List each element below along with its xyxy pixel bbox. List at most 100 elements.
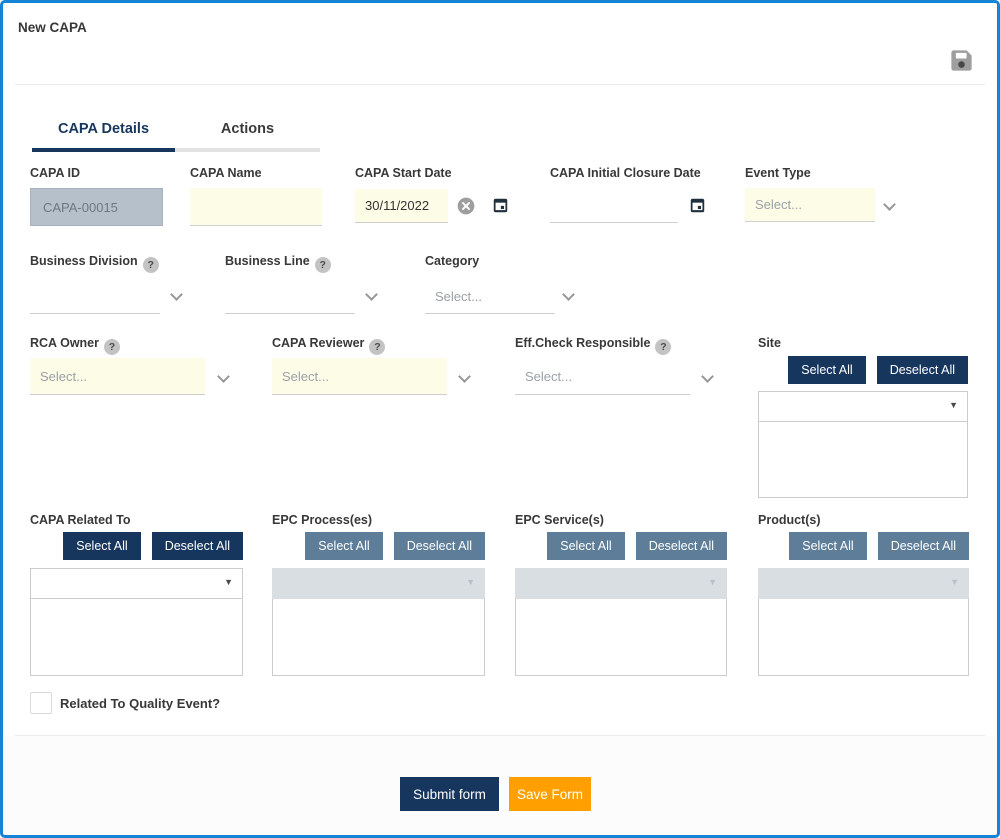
- products-deselect-all-button[interactable]: Deselect All: [877, 532, 969, 560]
- epc-processes-select-all-button[interactable]: Select All: [305, 532, 383, 560]
- products-dropdown: ▼: [758, 568, 969, 599]
- epc-services-deselect-all-button[interactable]: Deselect All: [635, 532, 727, 560]
- capa-id-label: CAPA ID: [30, 166, 80, 180]
- capa-reviewer-label-text: CAPA Reviewer: [272, 336, 365, 350]
- footer-divider: [15, 735, 985, 736]
- clear-icon: [456, 197, 476, 219]
- site-list[interactable]: [758, 422, 968, 498]
- dropdown-arrow-icon: ▼: [466, 577, 475, 587]
- event-type-placeholder: Select...: [755, 197, 802, 212]
- products-list[interactable]: [758, 599, 969, 676]
- epc-processes-deselect-all-button[interactable]: Deselect All: [393, 532, 485, 560]
- capa-reviewer-select[interactable]: Select...: [272, 358, 447, 395]
- tab-actions[interactable]: Actions: [220, 121, 275, 137]
- header-divider: [15, 84, 985, 85]
- save-form-button[interactable]: Save Form: [509, 777, 591, 811]
- epc-services-dropdown: ▼: [515, 568, 727, 599]
- eff-check-responsible-label: Eff.Check Responsible?: [515, 336, 672, 355]
- site-label: Site: [758, 336, 781, 350]
- active-tab-indicator: [32, 148, 175, 152]
- help-icon[interactable]: ?: [655, 339, 672, 355]
- inactive-tab-track: [175, 148, 320, 152]
- help-icon[interactable]: ?: [369, 339, 386, 355]
- eff-check-responsible-placeholder: Select...: [525, 368, 572, 384]
- capa-initial-closure-date-field[interactable]: [550, 189, 678, 223]
- epc-services-group: EPC Service(s) Select All Deselect All ▼: [515, 513, 727, 676]
- chevron-down-icon[interactable]: [458, 370, 471, 383]
- capa-start-date-field[interactable]: [355, 189, 448, 223]
- business-line-select[interactable]: [225, 280, 355, 314]
- capa-reviewer-label: CAPA Reviewer?: [272, 336, 386, 355]
- business-division-label: Business Division?: [30, 254, 159, 273]
- epc-services-select-all-button[interactable]: Select All: [547, 532, 625, 560]
- site-dropdown[interactable]: ▼: [758, 391, 968, 422]
- related-to-quality-event-label: Related To Quality Event?: [60, 696, 221, 711]
- category-placeholder: Select...: [435, 289, 482, 304]
- chevron-down-icon[interactable]: [365, 288, 378, 301]
- capa-related-to-label: CAPA Related To: [30, 513, 131, 527]
- chevron-down-icon[interactable]: [562, 288, 575, 301]
- epc-processes-group: EPC Process(es) Select All Deselect All …: [272, 513, 485, 676]
- capa-related-to-dropdown[interactable]: ▼: [30, 568, 243, 599]
- help-icon[interactable]: ?: [314, 257, 331, 273]
- category-select[interactable]: Select...: [425, 280, 555, 314]
- event-type-label: Event Type: [745, 166, 811, 180]
- business-line-label-text: Business Line: [225, 254, 310, 268]
- related-to-quality-event-checkbox[interactable]: [30, 692, 52, 714]
- epc-services-list[interactable]: [515, 599, 727, 676]
- clear-date-button[interactable]: [456, 196, 476, 219]
- help-icon[interactable]: ?: [142, 257, 159, 273]
- capa-initial-closure-date-label: CAPA Initial Closure Date: [550, 166, 701, 180]
- capa-related-to-deselect-all-button[interactable]: Deselect All: [151, 532, 243, 560]
- closure-date-calendar-button[interactable]: [689, 197, 706, 217]
- products-label: Product(s): [758, 513, 821, 527]
- products-group: Product(s) Select All Deselect All ▼: [758, 513, 969, 676]
- dropdown-arrow-icon: ▼: [950, 577, 959, 587]
- capa-related-to-list[interactable]: [30, 599, 243, 676]
- epc-processes-list[interactable]: [272, 599, 485, 676]
- calendar-icon: [689, 198, 706, 217]
- capa-name-label: CAPA Name: [190, 166, 262, 180]
- chevron-down-icon[interactable]: [701, 370, 714, 383]
- category-label: Category: [425, 254, 480, 268]
- save-button[interactable]: [944, 46, 978, 78]
- eff-check-responsible-label-text: Eff.Check Responsible: [515, 336, 651, 350]
- page-title: New CAPA: [18, 20, 87, 35]
- submit-form-button[interactable]: Submit form: [400, 777, 499, 811]
- dropdown-arrow-icon: ▼: [949, 400, 958, 410]
- save-icon: [948, 50, 975, 77]
- capa-related-to-group: CAPA Related To Select All Deselect All …: [30, 513, 243, 676]
- capa-start-date-label: CAPA Start Date: [355, 166, 452, 180]
- event-type-select[interactable]: Select...: [745, 188, 875, 222]
- capa-id-field: [30, 188, 163, 226]
- business-line-label: Business Line?: [225, 254, 331, 273]
- chevron-down-icon[interactable]: [883, 198, 896, 211]
- business-division-label-text: Business Division: [30, 254, 138, 268]
- help-icon[interactable]: ?: [104, 339, 120, 355]
- start-date-calendar-button[interactable]: [492, 197, 509, 217]
- epc-processes-dropdown: ▼: [272, 568, 485, 599]
- calendar-icon: [492, 198, 509, 217]
- tab-capa-details[interactable]: CAPA Details: [57, 121, 150, 137]
- rca-owner-select[interactable]: Select...: [30, 358, 205, 395]
- site-group: Site Select All Deselect All ▼: [758, 336, 968, 498]
- chevron-down-icon[interactable]: [170, 288, 183, 301]
- site-select-all-button[interactable]: Select All: [788, 356, 866, 384]
- epc-processes-label: EPC Process(es): [272, 513, 373, 527]
- site-deselect-all-button[interactable]: Deselect All: [876, 356, 968, 384]
- eff-check-responsible-select[interactable]: Select...: [515, 358, 690, 395]
- dropdown-arrow-icon: ▼: [708, 577, 717, 587]
- rca-owner-label-text: RCA Owner: [30, 336, 99, 350]
- capa-related-to-select-all-button[interactable]: Select All: [63, 532, 141, 560]
- chevron-down-icon[interactable]: [217, 370, 230, 383]
- footer-band: [3, 736, 997, 835]
- epc-services-label: EPC Service(s): [515, 513, 604, 527]
- rca-owner-label: RCA Owner?: [30, 336, 120, 355]
- rca-owner-placeholder: Select...: [40, 368, 87, 384]
- dropdown-arrow-icon: ▼: [224, 577, 233, 587]
- products-select-all-button[interactable]: Select All: [789, 532, 867, 560]
- capa-name-field[interactable]: [190, 188, 322, 226]
- business-division-select[interactable]: [30, 280, 160, 314]
- capa-reviewer-placeholder: Select...: [282, 368, 329, 384]
